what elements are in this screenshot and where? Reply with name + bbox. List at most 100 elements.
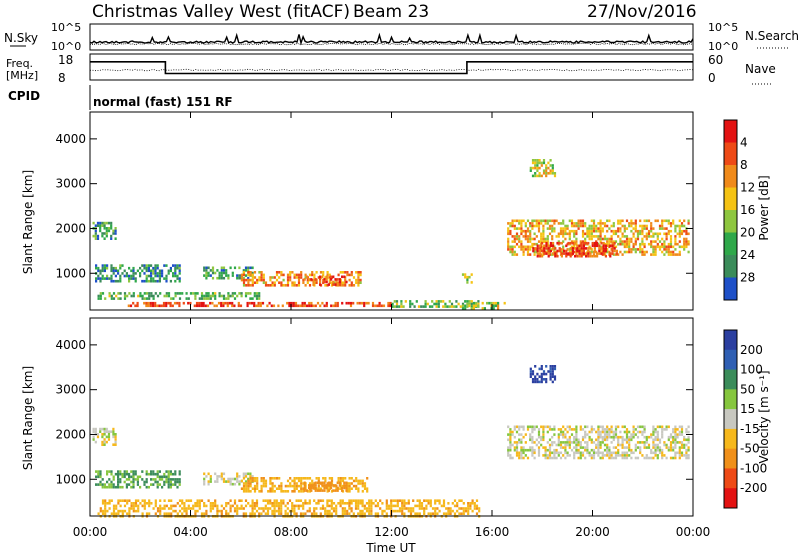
- data-cell: [355, 487, 358, 490]
- data-cell: [300, 479, 303, 483]
- data-cell: [656, 435, 659, 439]
- data-cell: [611, 249, 614, 253]
- colorbar-tick-label: 16: [740, 203, 755, 217]
- data-cell: [189, 292, 193, 295]
- data-cell: [253, 487, 257, 490]
- data-cell: [591, 244, 594, 248]
- data-cell: [555, 235, 558, 238]
- data-cell: [143, 507, 146, 510]
- data-cell: [555, 456, 558, 460]
- data-cell: [601, 237, 604, 241]
- data-cell: [258, 490, 261, 493]
- data-cell: [110, 224, 113, 227]
- nsearch-label: N.Search: [745, 29, 799, 43]
- data-cell: [588, 430, 591, 434]
- data-cell: [319, 278, 322, 281]
- data-cell: [427, 499, 430, 502]
- data-cell: [178, 480, 181, 484]
- data-cell: [297, 499, 300, 502]
- data-cell: [303, 486, 306, 490]
- data-cell: [249, 278, 252, 282]
- data-cell: [568, 229, 571, 233]
- data-cell: [652, 240, 655, 243]
- data-cell: [106, 264, 109, 267]
- data-cell: [524, 224, 527, 228]
- data-cell: [269, 479, 272, 483]
- data-cell: [363, 482, 367, 485]
- data-cell: [494, 304, 497, 308]
- data-cell: [542, 227, 545, 230]
- data-cell: [130, 502, 133, 505]
- data-cell: [203, 502, 206, 505]
- data-cell: [429, 504, 432, 508]
- data-cell: [524, 245, 527, 249]
- data-cell: [264, 507, 267, 510]
- data-cell: [520, 242, 523, 246]
- data-cell: [240, 276, 243, 279]
- data-cell: [117, 485, 120, 489]
- data-cell: [167, 512, 171, 515]
- data-cell: [566, 454, 569, 457]
- data-cell: [533, 224, 536, 228]
- data-cell: [381, 509, 384, 513]
- data-cell: [456, 502, 459, 505]
- data-cell: [374, 304, 377, 308]
- data-cell: [603, 222, 607, 225]
- data-cell: [229, 294, 232, 298]
- data-cell: [654, 245, 657, 249]
- data-cell: [549, 370, 552, 373]
- data-cell: [328, 487, 331, 490]
- data-cell: [357, 512, 360, 515]
- data-cell: [200, 499, 204, 502]
- data-cell: [209, 507, 212, 510]
- data-cell: [376, 504, 380, 508]
- data-cell: [163, 480, 166, 484]
- data-cell: [553, 456, 556, 460]
- data-cell: [117, 512, 120, 515]
- data-cell: [216, 269, 219, 272]
- data-cell: [277, 512, 281, 515]
- data-cell: [355, 484, 358, 488]
- data-cell: [669, 237, 673, 241]
- data-cell: [586, 232, 589, 236]
- data-cell: [170, 512, 173, 515]
- data-cell: [105, 232, 108, 235]
- data-cell: [176, 480, 179, 484]
- data-cell: [577, 451, 580, 455]
- data-cell: [562, 430, 565, 434]
- data-cell: [603, 435, 607, 439]
- data-cell: [238, 482, 241, 486]
- data-cell: [277, 304, 280, 308]
- data-cell: [603, 242, 607, 246]
- data-cell: [249, 490, 252, 493]
- data-cell: [477, 302, 480, 306]
- data-cell: [601, 441, 604, 444]
- data-cell: [619, 435, 622, 439]
- data-cell: [341, 301, 344, 305]
- data-cell: [302, 482, 305, 485]
- data-cell: [363, 484, 367, 488]
- data-cell: [553, 428, 556, 431]
- data-cell: [511, 224, 514, 228]
- data-cell: [507, 237, 510, 241]
- data-cell: [319, 271, 323, 274]
- data-cell: [114, 269, 117, 273]
- data-cell: [169, 472, 172, 476]
- data-cell: [507, 438, 510, 442]
- data-cell: [141, 499, 144, 502]
- data-cell: [513, 219, 516, 223]
- data-cell: [291, 504, 294, 508]
- data-cell: [619, 237, 622, 241]
- data-cell: [586, 446, 589, 449]
- data-cell: [612, 229, 615, 233]
- nsearch-tick-top: 10^5: [708, 21, 738, 34]
- data-cell: [106, 274, 109, 278]
- data-cell: [683, 454, 686, 457]
- data-cell: [339, 477, 342, 480]
- colorbar-swatch: [724, 349, 737, 371]
- data-cell: [99, 509, 102, 513]
- data-cell: [575, 438, 578, 442]
- data-cell: [592, 253, 596, 256]
- data-cell: [558, 249, 561, 253]
- data-cell: [392, 499, 395, 502]
